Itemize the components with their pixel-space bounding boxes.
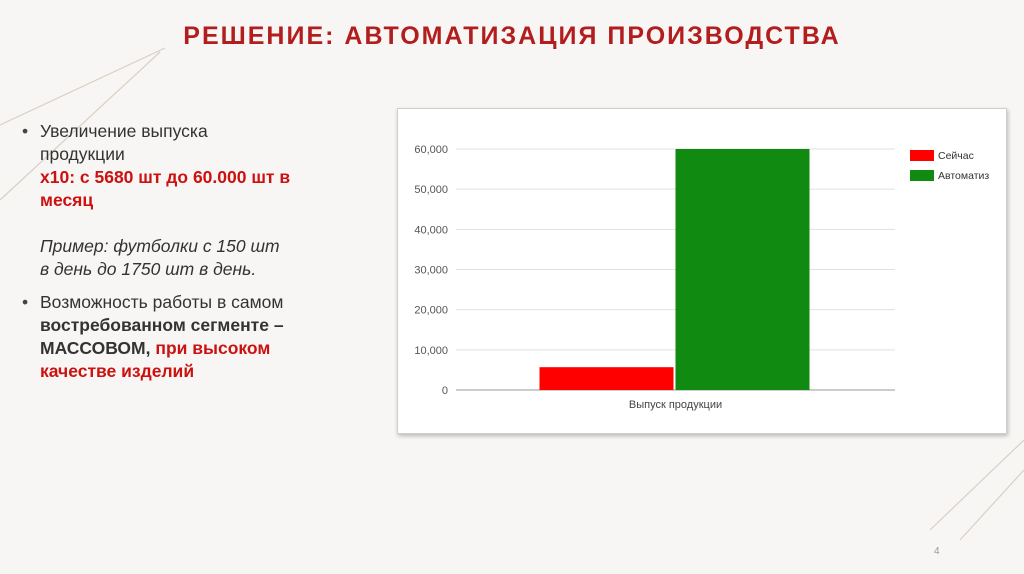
legend-label: Сейчас [938, 149, 974, 162]
legend-swatch [910, 170, 934, 182]
legend-item: Автоматиз [910, 167, 1004, 183]
bullet-highlight: х10: с 5680 шт до 60.000 шт в [40, 167, 291, 187]
slide-title: РЕШЕНИЕ: АВТОМАТИЗАЦИЯ ПРОИЗВОДСТВА [183, 22, 841, 50]
y-tick-label: 60,000 [414, 144, 448, 156]
bullet-text: Увеличение выпуска [40, 121, 208, 141]
example-text: в день до 1750 шт в день. [40, 259, 257, 279]
bullet-highlight: качестве изделий [40, 361, 195, 381]
bullet-highlight: при высоком [155, 338, 271, 358]
page-number: 4 [934, 546, 940, 557]
bullet-bold-text: МАССОВОМ, [40, 338, 151, 358]
chart-container: 60,000 50,000 40,000 30,000 20,000 10,000 0 Вып… [397, 108, 1007, 434]
bullet-highlight: месяц [40, 190, 94, 210]
x-category-label: Выпуск продукции [629, 399, 722, 411]
bullet-item-segment: Возможность работы в самом востребованно… [22, 291, 362, 383]
example-text: Пример: футболки с 150 шт [40, 236, 280, 256]
chart-legend: Сейчас Автоматиз [910, 147, 1004, 187]
legend-swatch [910, 150, 934, 162]
y-tick-label: 20,000 [414, 305, 448, 317]
bar-chart: 60,000 50,000 40,000 30,000 20,000 10,000 0 Вып… [414, 144, 895, 411]
y-tick-label: 0 [442, 385, 448, 397]
bullet-list: Увеличение выпуска продукции х10: с 5680… [22, 120, 362, 393]
bullet-item-output: Увеличение выпуска продукции х10: с 5680… [22, 120, 362, 281]
legend-label: Автоматиз [938, 169, 990, 182]
bullet-text: Возможность работы в самом [40, 292, 284, 312]
y-tick-label: 30,000 [414, 265, 448, 277]
y-tick-label: 40,000 [414, 224, 448, 236]
y-tick-label: 10,000 [414, 345, 448, 357]
y-tick-label: 50,000 [414, 184, 448, 196]
bar-automated [675, 149, 810, 390]
bar-current [539, 367, 674, 390]
bullet-text: продукции [40, 144, 125, 164]
legend-item: Сейчас [910, 147, 1004, 163]
bullet-bold-text: востребованном сегменте – [40, 315, 284, 335]
